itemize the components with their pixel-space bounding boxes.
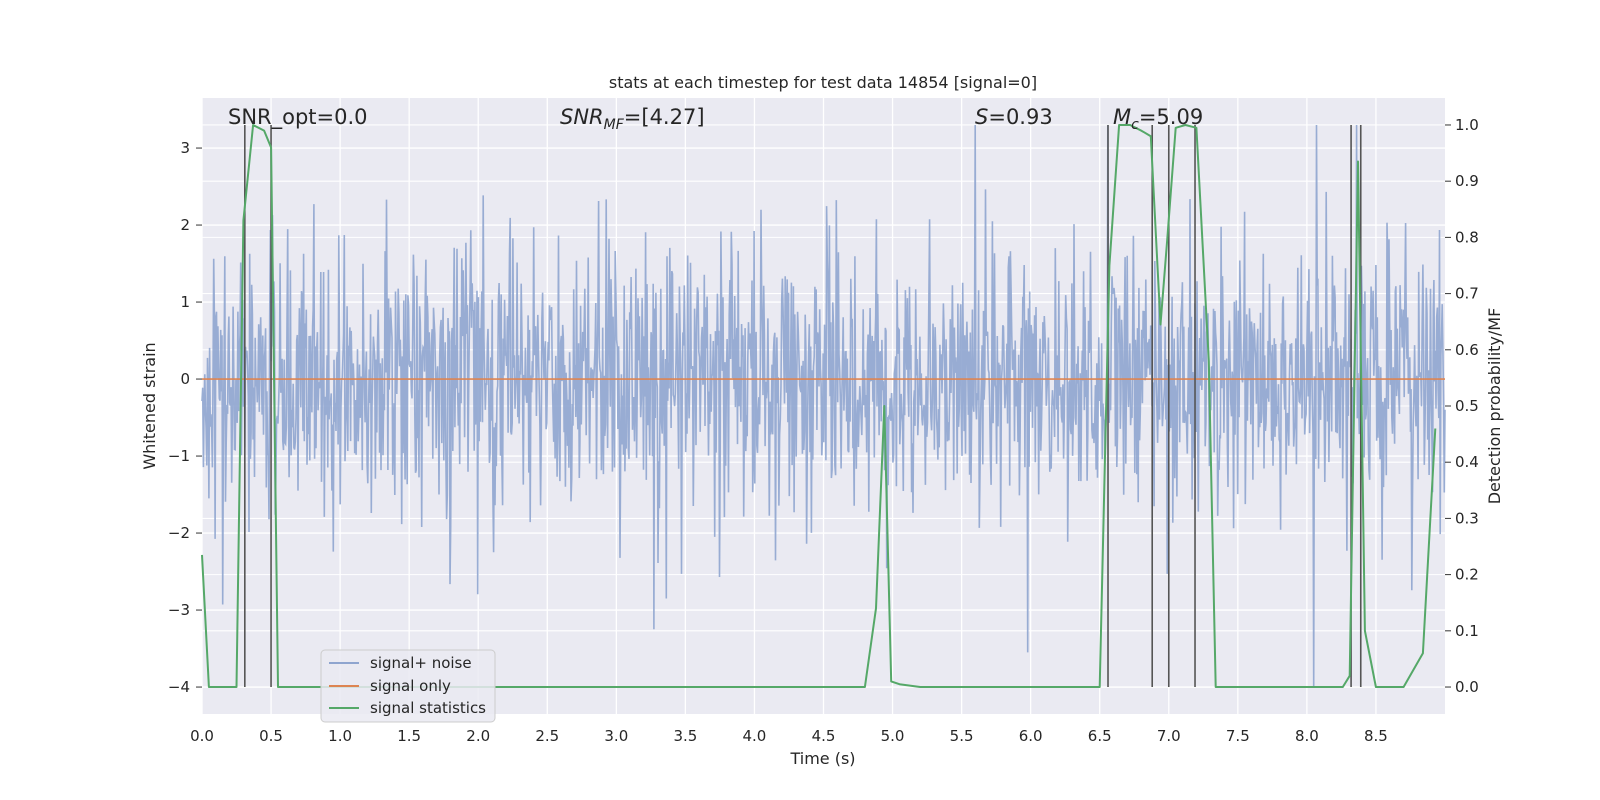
x-tick-label: 2.5 <box>535 727 559 745</box>
x-tick-label: 1.5 <box>397 727 421 745</box>
y2-tick-labels: 1.0 0.9 0.8 0.7 0.6 0.5 0.4 0.3 0.2 0.1 0.0 <box>1445 116 1479 696</box>
x-tick-label: 8.0 <box>1295 727 1319 745</box>
annotation-mc-value: =5.09 <box>1139 105 1203 129</box>
y2-tick-label: 0.0 <box>1455 678 1479 696</box>
x-tick-label: 3.5 <box>673 727 697 745</box>
x-tick-label: 4.0 <box>743 727 767 745</box>
y2-tick-label: 0.1 <box>1455 622 1479 640</box>
y-tick-label: −4 <box>168 678 190 696</box>
x-tick-label: 6.0 <box>1019 727 1043 745</box>
annotation-s: S=0.93 <box>975 105 1053 129</box>
signal-noise-line <box>201 124 1446 688</box>
chart-title: stats at each timestep for test data 148… <box>609 73 1037 92</box>
y-tick-labels: 3 2 1 0 −1 −2 −3 −4 <box>168 139 202 696</box>
annotation-s-value: =0.93 <box>988 105 1052 129</box>
annotation-s-name: S <box>975 105 988 129</box>
y-tick-label: 1 <box>180 293 190 311</box>
annotation-mc-name: M <box>1113 105 1131 129</box>
y-tick-label: 2 <box>180 216 190 234</box>
x-tick-label: 6.5 <box>1088 727 1112 745</box>
annotation-snr-mf-name: SNR <box>560 105 604 129</box>
signal-statistics-line <box>201 124 1437 688</box>
y-tick-label: −2 <box>168 524 190 542</box>
y2-tick-label: 0.4 <box>1455 453 1479 471</box>
y2-tick-label: 0.3 <box>1455 509 1479 527</box>
annotation-snr-mf: SNRMF=[4.27] <box>560 105 705 133</box>
legend: signal+ noise signal only signal statist… <box>320 649 496 723</box>
annotation-snr-mf-sub: MF <box>604 117 625 133</box>
annotation-mc: Mc=5.09 <box>1113 105 1203 133</box>
y2-tick-label: 0.8 <box>1455 228 1479 246</box>
y-tick-label: −3 <box>168 601 190 619</box>
legend-label-signal-statistics: signal statistics <box>370 699 486 717</box>
legend-label-signal-noise: signal+ noise <box>370 654 472 672</box>
x-tick-label: 3.0 <box>604 727 628 745</box>
x-tick-labels: 0.0 0.5 1.0 1.5 2.0 2.5 3.0 3.5 4.0 4.5 5.0 5.5 6.0 6… <box>190 727 1388 745</box>
y2-tick-label: 0.5 <box>1455 397 1479 415</box>
y2-tick-label: 0.6 <box>1455 341 1479 359</box>
x-tick-label: 1.0 <box>328 727 352 745</box>
series-signal-statistics <box>201 124 1437 688</box>
annotation-snr-mf-value: =[4.27] <box>624 105 705 129</box>
legend-label-signal-only: signal only <box>370 677 451 695</box>
annotation-mc-sub: c <box>1131 117 1139 133</box>
y2-axis-label: Detection probability/MF <box>1485 308 1504 505</box>
y2-tick-label: 1.0 <box>1455 116 1479 134</box>
legend-box <box>320 649 496 723</box>
x-tick-label: 7.0 <box>1157 727 1181 745</box>
x-axis-label: Time (s) <box>789 749 855 768</box>
y2-tick-label: 0.9 <box>1455 172 1479 190</box>
x-tick-label: 7.5 <box>1226 727 1250 745</box>
x-tick-label: 8.5 <box>1364 727 1388 745</box>
x-tick-label: 5.5 <box>950 727 974 745</box>
x-tick-label: 0.5 <box>259 727 283 745</box>
series-signal-noise <box>201 124 1446 688</box>
x-tick-label: 2.0 <box>466 727 490 745</box>
x-tick-label: 4.5 <box>812 727 836 745</box>
annotations: SNR_opt=0.0 SNRMF=[4.27] S=0.93 Mc=5.09 <box>228 105 1203 133</box>
x-tick-label: 5.0 <box>881 727 905 745</box>
y-tick-label: −1 <box>168 447 190 465</box>
annotation-snr-opt: SNR_opt=0.0 <box>228 105 368 130</box>
y2-tick-label: 0.2 <box>1455 566 1479 584</box>
y2-tick-label: 0.7 <box>1455 285 1479 303</box>
y-tick-label: 3 <box>180 139 190 157</box>
y-axis-label: Whitened strain <box>140 342 159 469</box>
x-tick-label: 0.0 <box>190 727 214 745</box>
y-tick-label: 0 <box>180 370 190 388</box>
